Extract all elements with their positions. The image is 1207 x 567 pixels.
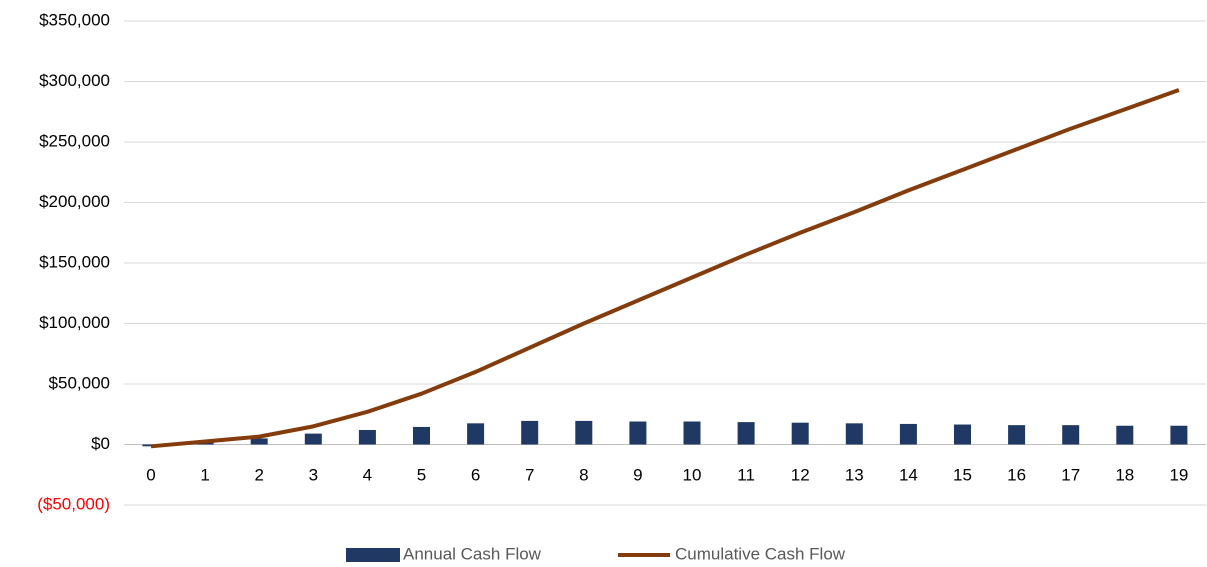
bar bbox=[1062, 425, 1080, 445]
y-tick-label: $50,000 bbox=[49, 373, 110, 392]
x-tick-label: 3 bbox=[309, 465, 318, 484]
x-tick-label: 17 bbox=[1061, 465, 1080, 484]
bar bbox=[1116, 425, 1134, 445]
x-tick-label: 15 bbox=[953, 465, 972, 484]
x-tick-label: 4 bbox=[363, 465, 372, 484]
bar bbox=[954, 424, 971, 445]
bar bbox=[899, 423, 917, 445]
x-tick-label: 16 bbox=[1007, 465, 1026, 484]
bar bbox=[1008, 425, 1026, 445]
y-tick-label: $300,000 bbox=[39, 71, 110, 90]
bar bbox=[575, 420, 593, 445]
x-tick-label: 13 bbox=[845, 465, 864, 484]
x-tick-label: 2 bbox=[254, 465, 263, 484]
x-tick-label: 8 bbox=[579, 465, 588, 484]
bar bbox=[1170, 425, 1188, 445]
bar bbox=[683, 421, 701, 445]
line bbox=[150, 88, 1180, 449]
bar bbox=[629, 421, 647, 445]
y-tick-label: $0 bbox=[91, 434, 110, 453]
x-tick-label: 5 bbox=[417, 465, 426, 484]
x-tick-label: 11 bbox=[737, 465, 755, 484]
bar bbox=[358, 429, 376, 445]
y-tick-label: $350,000 bbox=[39, 10, 110, 29]
x-tick-label: 10 bbox=[683, 465, 702, 484]
y-tick-label: $100,000 bbox=[39, 313, 110, 332]
x-tick-label: 12 bbox=[791, 465, 810, 484]
y-tick-label: $250,000 bbox=[39, 131, 110, 150]
bar bbox=[250, 438, 268, 445]
x-tick-label: 7 bbox=[525, 465, 534, 484]
bar bbox=[413, 426, 430, 445]
bar bbox=[845, 423, 863, 445]
bar bbox=[737, 422, 755, 445]
bar bbox=[791, 422, 809, 445]
bar bbox=[304, 433, 322, 445]
x-tick-label: 19 bbox=[1169, 465, 1188, 484]
y-tick-label: $150,000 bbox=[39, 252, 110, 271]
x-tick-label: 18 bbox=[1115, 465, 1134, 484]
legend-label: Cumulative Cash Flow bbox=[675, 544, 846, 563]
legend-swatch bbox=[346, 548, 400, 562]
legend-label: Annual Cash Flow bbox=[403, 544, 542, 563]
x-tick-label: 6 bbox=[471, 465, 480, 484]
x-tick-label: 14 bbox=[899, 465, 918, 484]
bar bbox=[521, 420, 539, 445]
bar bbox=[467, 423, 485, 445]
x-tick-label: 9 bbox=[633, 465, 642, 484]
y-tick-label: ($50,000) bbox=[37, 494, 110, 513]
x-tick-label: 0 bbox=[146, 465, 155, 484]
y-tick-label: $200,000 bbox=[39, 192, 110, 211]
x-tick-label: 1 bbox=[200, 465, 209, 484]
